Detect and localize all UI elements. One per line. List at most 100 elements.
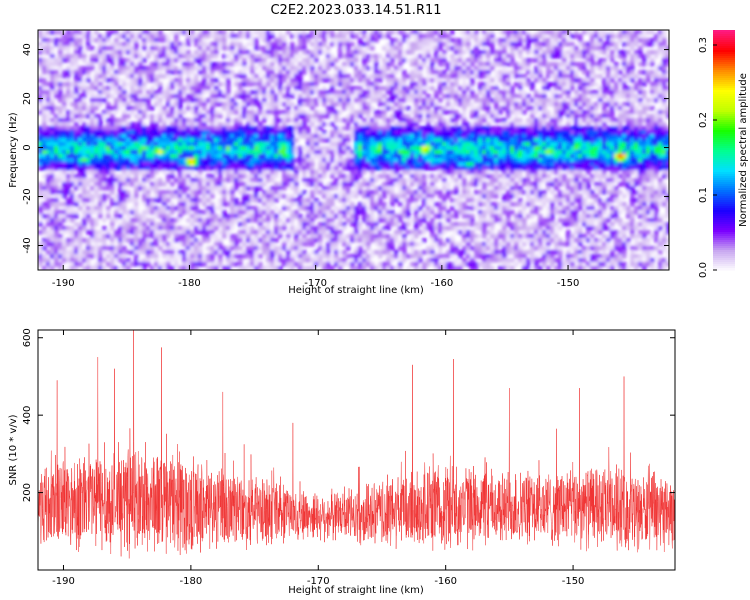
heatmap-cell (318, 98, 323, 103)
heatmap-cell (134, 42, 139, 47)
heatmap-cell (578, 66, 583, 71)
heatmap-cell (474, 138, 479, 143)
heatmap-cell (498, 38, 503, 43)
heatmap-cell (410, 134, 415, 139)
heatmap-cell (306, 66, 311, 71)
heatmap-cell (170, 170, 175, 175)
heatmap-cell (570, 126, 575, 131)
heatmap-cell (546, 50, 551, 55)
heatmap-cell (654, 134, 659, 139)
heatmap-cell (570, 134, 575, 139)
heatmap-cell (370, 138, 375, 143)
heatmap-cell (314, 154, 319, 159)
heatmap-cell (634, 158, 639, 163)
heatmap-cell (450, 150, 455, 155)
heatmap-cell (526, 134, 531, 139)
heatmap-cell (114, 50, 119, 55)
heatmap-cell (434, 46, 439, 51)
heatmap-cell (650, 58, 655, 63)
heatmap-cell (106, 178, 111, 183)
heatmap-cell (414, 166, 419, 171)
heatmap-cell (322, 114, 327, 119)
heatmap-cell (258, 154, 263, 159)
heatmap-cell (446, 118, 451, 123)
heatmap-cell (258, 58, 263, 63)
heatmap-cell (62, 102, 67, 107)
heatmap-cell (578, 142, 583, 147)
heatmap-cell (206, 42, 211, 47)
heatmap-cell (462, 118, 467, 123)
heatmap-cell (438, 74, 443, 79)
heatmap-cell (314, 102, 319, 107)
heatmap-cell (254, 58, 259, 63)
heatmap-cell (142, 162, 147, 167)
heatmap-cell (342, 166, 347, 171)
heatmap-cell (446, 166, 451, 171)
heatmap-cell (330, 150, 335, 155)
heatmap-cell (358, 130, 363, 135)
heatmap-cell (262, 154, 267, 159)
heatmap-cell (382, 166, 387, 171)
heatmap-cell (246, 126, 251, 131)
heatmap-cell (166, 162, 171, 167)
heatmap-cell (394, 30, 399, 35)
heatmap-cell (322, 86, 327, 91)
heatmap-cell (550, 82, 555, 87)
heatmap-cell (374, 166, 379, 171)
heatmap-cell (534, 102, 539, 107)
heatmap-cell (54, 182, 59, 187)
heatmap-cell (530, 110, 535, 115)
heatmap-cell (642, 118, 647, 123)
heatmap-cell (70, 150, 75, 155)
heatmap-cell (662, 46, 667, 51)
heatmap-cell (538, 74, 543, 79)
heatmap-cell (334, 58, 339, 63)
heatmap-cell (494, 150, 499, 155)
heatmap-cell (162, 106, 167, 111)
heatmap-cell (350, 78, 355, 83)
heatmap-cell (502, 150, 507, 155)
heatmap-cell (370, 142, 375, 147)
heatmap-cell (442, 134, 447, 139)
heatmap-cell (210, 146, 215, 151)
heatmap-cell (94, 142, 99, 147)
heatmap-cell (250, 98, 255, 103)
heatmap-cell (294, 70, 299, 75)
heatmap-cell (606, 110, 611, 115)
heatmap-cell (474, 66, 479, 71)
heatmap-cell (438, 134, 443, 139)
heatmap-cell (546, 102, 551, 107)
heatmap-cell (206, 74, 211, 79)
heatmap-cell (118, 166, 123, 171)
heatmap-cell (574, 78, 579, 83)
heatmap-cell (470, 90, 475, 95)
heatmap-cell (410, 62, 415, 67)
heatmap-cell (94, 78, 99, 83)
heatmap-cell (406, 86, 411, 91)
heatmap-cell (234, 162, 239, 167)
heatmap-cell (322, 62, 327, 67)
heatmap-cell (194, 74, 199, 79)
heatmap-cell (178, 102, 183, 107)
heatmap-cell (286, 66, 291, 71)
heatmap-cell (382, 46, 387, 51)
heatmap-cell (238, 126, 243, 131)
heatmap-cell (118, 46, 123, 51)
heatmap-cell (398, 118, 403, 123)
heatmap-cell (570, 114, 575, 119)
heatmap-cell (570, 178, 575, 183)
heatmap-cell (322, 134, 327, 139)
heatmap-cell (638, 62, 643, 67)
heatmap-cell (494, 178, 499, 183)
heatmap-cell (434, 38, 439, 43)
heatmap-cell (342, 150, 347, 155)
heatmap-cell (130, 134, 135, 139)
heatmap-cell (482, 30, 487, 35)
heatmap-cell (258, 122, 263, 127)
heatmap-cell (58, 42, 63, 47)
heatmap-cell (418, 158, 423, 163)
heatmap-cell (362, 42, 367, 47)
heatmap-cell (358, 166, 363, 171)
heatmap-cell (346, 166, 351, 171)
heatmap-cell (62, 114, 67, 119)
